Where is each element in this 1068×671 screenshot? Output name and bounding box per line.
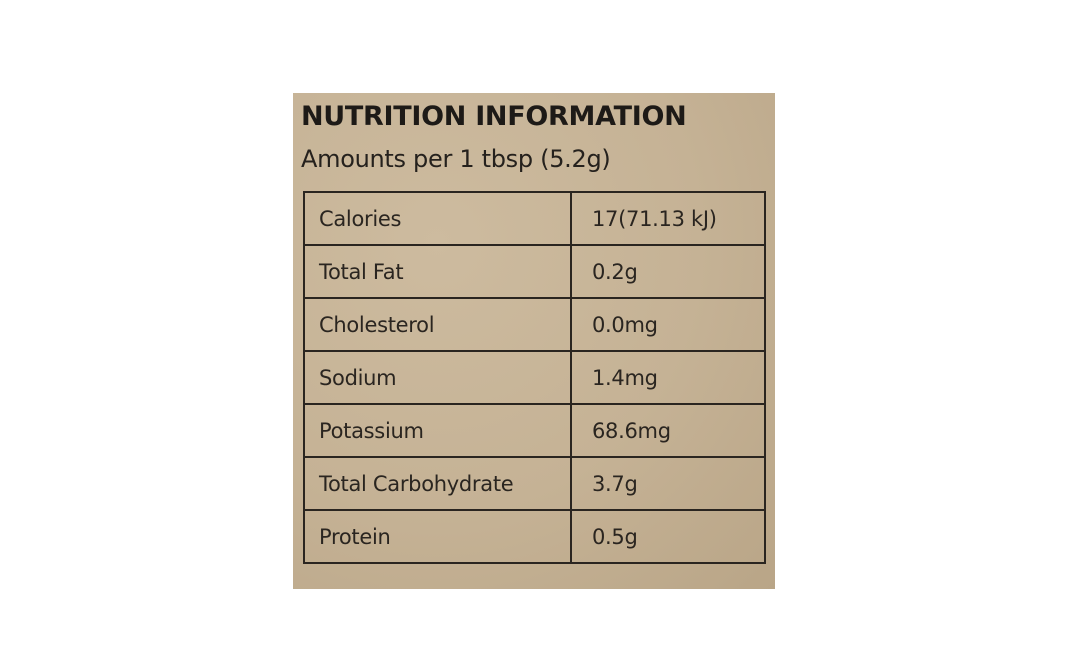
serving-size: Amounts per 1 tbsp (5.2g) xyxy=(301,145,611,173)
table-row: Total Carbohydrate 3.7g xyxy=(303,456,766,511)
nutrient-value: 17(71.13 kJ) xyxy=(570,191,766,246)
nutrient-value: 0.5g xyxy=(570,509,766,564)
nutrition-label: NUTRITION INFORMATION Amounts per 1 tbsp… xyxy=(293,93,775,589)
nutrient-name: Total Carbohydrate xyxy=(303,456,572,511)
table-row: Protein 0.5g xyxy=(303,509,766,564)
table-row: Cholesterol 0.0mg xyxy=(303,297,766,352)
nutrient-value: 68.6mg xyxy=(570,403,766,458)
nutrient-name: Sodium xyxy=(303,350,572,405)
table-row: Potassium 68.6mg xyxy=(303,403,766,458)
nutrition-table: Calories 17(71.13 kJ) Total Fat 0.2g Cholest… xyxy=(303,191,766,564)
table-row: Calories 17(71.13 kJ) xyxy=(303,191,766,246)
nutrient-value: 1.4mg xyxy=(570,350,766,405)
nutrient-name: Cholesterol xyxy=(303,297,572,352)
nutrient-name: Potassium xyxy=(303,403,572,458)
nutrient-name: Calories xyxy=(303,191,572,246)
table-row: Sodium 1.4mg xyxy=(303,350,766,405)
nutrient-name: Total Fat xyxy=(303,244,572,299)
nutrient-value: 3.7g xyxy=(570,456,766,511)
nutrient-name: Protein xyxy=(303,509,572,564)
nutrient-value: 0.0mg xyxy=(570,297,766,352)
table-row: Total Fat 0.2g xyxy=(303,244,766,299)
nutrient-value: 0.2g xyxy=(570,244,766,299)
label-title: NUTRITION INFORMATION xyxy=(301,101,687,132)
